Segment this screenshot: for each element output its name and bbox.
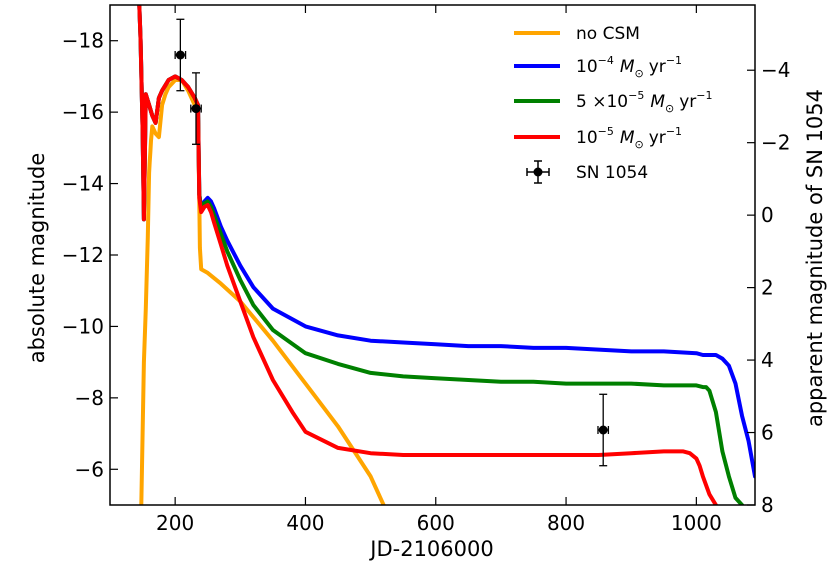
x-tick-label-2: 600 (417, 511, 455, 535)
x-tick-label-0: 200 (156, 511, 194, 535)
y2-tick-label-3: 2 (761, 276, 774, 300)
y2-axis-title: apparent magnitude of SN 1054 (803, 89, 827, 427)
observation-point-1 (190, 72, 202, 145)
series-line-2 (137, 5, 744, 505)
x-tick-label-3: 800 (547, 511, 585, 535)
y-tick-label-0: −18 (62, 29, 104, 53)
y-tick-label-6: −6 (75, 457, 104, 481)
plot-frame (109, 4, 756, 506)
y-tick-label-5: −8 (75, 386, 104, 410)
legend: no CSM 10−4 M⊙ yr−1 5 ×10−5 M⊙ yr−1 10−5 M⊙ yr… (514, 24, 713, 184)
y2-tick-label-1: −2 (761, 131, 790, 155)
x-tick-label-1: 400 (286, 511, 324, 535)
y-tick-label-4: −10 (62, 314, 104, 338)
y2-tick-label-2: 0 (761, 203, 774, 227)
legend-label-1e-5: 10−5 M⊙ yr−1 (576, 125, 682, 151)
y-axis-title: absolute magnitude (25, 153, 49, 364)
legend-label-5e-5: 5 ×10−5 M⊙ yr−1 (576, 89, 713, 115)
legend-label-sn1054: SN 1054 (576, 163, 648, 183)
y2-tick-label-5: 6 (761, 421, 774, 445)
observations-layer (174, 18, 610, 467)
observation-point-0 (174, 18, 187, 92)
series-layer (137, 5, 755, 505)
legend-swatch-sn1054 (526, 160, 550, 184)
tick-layer: 200 400 600 800 1000 −18 −16 −14 −12 −10 −8 −6 −4 −2 0… (62, 5, 790, 535)
y-tick-label-3: −12 (62, 243, 104, 267)
legend-label-no-csm: no CSM (576, 24, 640, 44)
series-line-0 (139, 78, 386, 505)
y-tick-label-2: −14 (62, 172, 104, 196)
x-axis-title: JD-2106000 (368, 537, 493, 561)
y-tick-label-1: −16 (62, 100, 104, 124)
legend-label-1e-4: 10−4 M⊙ yr−1 (576, 54, 682, 80)
observation-point-2 (597, 393, 610, 467)
series-line-3 (137, 5, 718, 505)
y2-tick-label-0: −4 (761, 58, 790, 82)
y2-tick-label-6: 8 (761, 493, 774, 517)
y2-tick-label-4: 4 (761, 348, 774, 372)
x-tick-label-4: 1000 (671, 511, 722, 535)
